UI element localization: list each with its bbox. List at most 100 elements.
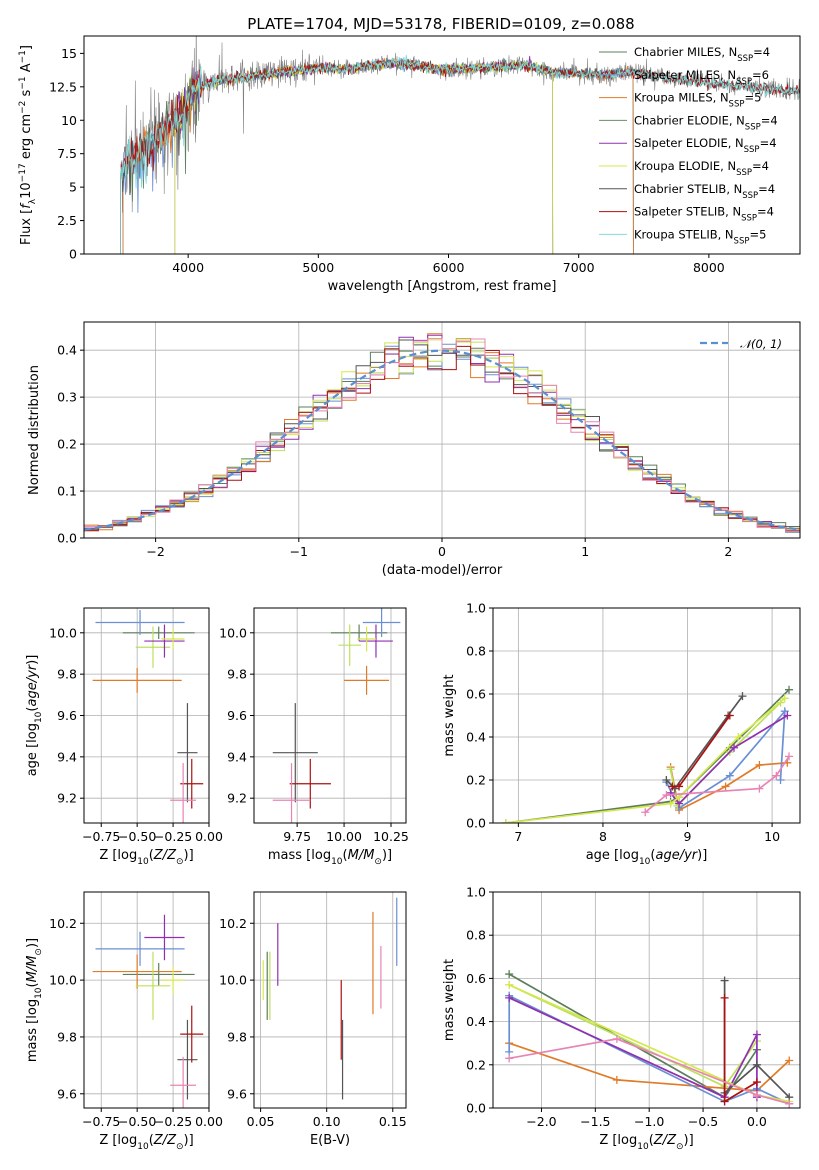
y-tick-label: 0.8 [466,928,486,943]
axes-frame [83,35,801,255]
y-tick-label: 10.0 [219,625,247,640]
mass-vs-ebv-panel: 0.05 0.10 0.15 9.6 9.8 10.0 10.2 E(B-V) [219,891,407,1148]
y-tick-label: 7.5 [57,146,77,161]
error-bar-point [122,626,195,640]
mass-weight-marker [721,782,730,791]
mass-weight-marker [734,733,743,741]
plot-area [92,610,204,823]
axes-frame [253,891,407,1109]
mass-weight-marker [785,685,794,694]
legend-entry: Kroupa ELODIE, NSSP=4 [634,159,769,178]
mass-weight-marker [505,980,514,989]
age-vs-metallicity-panel: −0.75−0.50−0.25 0.00 9.2 9.4 9.6 9.8 10.0 Z [lo… [25,607,223,867]
y-tick-label: 10.2 [219,916,247,931]
mass-vs-metallicity-panel: −0.75−0.50−0.25 0.00 9.6 9.8 10.0 10.2 Z [log1… [25,891,223,1152]
y-tick-label: 10.0 [219,973,247,988]
y-tick-label: 9.6 [227,1086,247,1101]
plot-area [92,914,204,1108]
mass-weight-marker [666,799,675,808]
y-tick-label: 10.2 [49,916,77,931]
y-tick-label: 0.2 [57,437,77,452]
x-tick-label: 8 [599,829,607,844]
legend-entry: Chabrier MILES, NSSP=4 [634,45,770,64]
mass-weight-marker [780,707,789,716]
y-tick-label: 9.6 [227,708,247,723]
y-tick-label: 5 [69,180,77,195]
error-bar-point [122,963,195,986]
mass-weight-series-line [669,714,788,805]
x-tick-label: 7 [514,829,522,844]
y-tick-label: 0.8 [466,644,486,659]
legend-entry: Chabrier ELODIE, NSSP=4 [634,113,778,132]
mass-weight-marker [752,1078,761,1087]
mass-weight-marker [776,776,785,784]
mass-weight-vs-age-panel: 7 8 9 10 0.0 0.2 0.4 0.6 0.8 1.0 mass weight age [l… [442,601,801,867]
y-axis-label: mass weight [442,674,457,756]
y-tick-label: 10.0 [49,625,77,640]
y-tick-label: 9.8 [57,1029,77,1044]
error-bar-point [92,954,182,989]
x-tick-label: 10.25 [373,829,409,844]
plot-area [501,685,794,823]
plot-area [262,897,398,1100]
error-bar-point [144,914,185,961]
y-tick-label: 9.2 [57,791,77,806]
x-tick-label: 0.10 [313,1114,341,1129]
residual-histogram-panel: −2 −1 0 1 2 0.0 0.1 0.2 0.3 0.4 (data-model)/error… [27,321,801,578]
y-tick-label: 9.6 [57,708,77,723]
error-bar-point [330,624,388,642]
mass-weight-marker [668,782,677,791]
x-tick-label: −1.5 [580,1114,610,1129]
y-tick-label: 0.2 [466,1057,486,1072]
x-axis-label: Z [log10(Z/Z⊙)] [99,1133,193,1152]
mass-weight-marker [666,788,675,797]
y-tick-label: 0.6 [466,687,486,702]
y-tick-label: 1.0 [466,885,486,900]
error-bar-point [272,703,318,803]
plot-area [84,333,800,538]
mass-weight-marker [725,771,734,780]
y-tick-label: 12.5 [49,79,77,94]
y-tick-label: 10.0 [49,973,77,988]
plot-area [120,36,800,254]
x-tick-label: 1 [581,544,589,559]
mass-weight-marker [675,782,684,791]
error-bar-point [357,626,376,652]
y-tick-label: 15 [61,46,77,61]
mass-weight-marker [752,1030,761,1039]
mass-weight-marker [505,1054,514,1063]
y-tick-label: 0.0 [466,1101,486,1116]
mass-weight-vs-metallicity-panel: −2.0 −1.5 −1.0 −0.5 0.0 0.0 0.2 0.4 0.6 0.8 1.0 mas… [442,885,801,1152]
error-bar-point [161,965,185,995]
mass-weight-marker [505,993,514,1002]
y-tick-label: 0.4 [466,730,486,745]
x-tick-label: 6000 [433,260,465,275]
normal-reference-curve [84,349,800,531]
mass-weight-marker [785,1099,794,1108]
y-axis-label: mass [log10(M/M⊙)] [25,938,44,1062]
x-axis-label: mass [log10(M/M⊙)] [268,848,392,867]
x-tick-label: 0.00 [195,829,223,844]
mass-weight-marker [772,771,781,780]
mass-weight-marker [666,765,675,774]
x-tick-label: 10.00 [326,829,362,844]
x-tick-label: −2.0 [526,1114,556,1129]
mass-weight-marker [755,784,764,793]
y-tick-label: 1.0 [466,601,486,616]
x-axis-label: age [log10(age/yr)] [586,848,708,867]
y-axis-label: Flux [fλ10−17 erg cm−2 s−1 A−1] [18,45,38,245]
error-bar-point [180,1005,204,1063]
mass-weight-marker [785,1056,794,1065]
x-tick-label: −0.75 [82,1114,120,1129]
mass-weight-marker [780,694,789,703]
error-bar-point [177,703,198,803]
legend-entry: Kroupa STELIB, NSSP=5 [634,227,766,246]
x-tick-label: −0.75 [82,829,120,844]
x-tick-label: 0.15 [379,1114,407,1129]
mass-weight-marker [752,1091,761,1100]
y-tick-label: 0.4 [466,1014,486,1029]
y-tick-label: 2.5 [57,213,77,228]
x-tick-label: 0.05 [247,1114,275,1129]
x-tick-label: −0.50 [118,1114,156,1129]
mass-weight-marker [785,752,794,761]
